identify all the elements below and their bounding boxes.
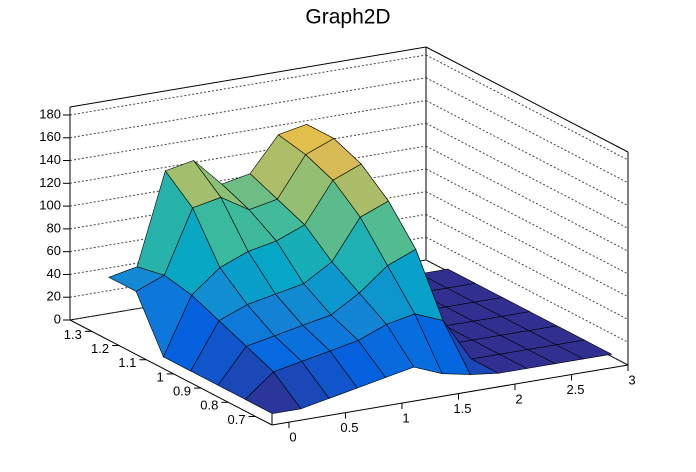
- z-tick-label: 40: [47, 266, 61, 281]
- grid-line: [425, 77, 629, 184]
- z-tick-label: 160: [39, 129, 61, 144]
- y-tick-label: 0.8: [200, 398, 218, 413]
- grid-line: [69, 122, 427, 184]
- frame-edge: [271, 364, 629, 426]
- x-tick-label: 2: [515, 391, 522, 406]
- grid-line: [425, 122, 629, 229]
- grid-line: [425, 100, 629, 206]
- z-tick-label: 100: [39, 198, 61, 213]
- grid-line: [69, 77, 427, 139]
- y-tick-label: 1.2: [91, 341, 109, 356]
- grid-line: [425, 236, 629, 343]
- z-tick-label: 80: [47, 220, 61, 235]
- z-tick-label: 0: [54, 311, 61, 326]
- y-tick-label: 0.7: [228, 412, 246, 427]
- grid-line: [425, 168, 629, 275]
- surface-cell: [244, 371, 302, 414]
- x-tick-label: 1: [402, 411, 409, 426]
- frame-edge: [425, 46, 629, 153]
- y-tick-label: 0.9: [173, 384, 191, 399]
- frame-edge: [69, 319, 273, 426]
- grid-line: [69, 54, 427, 116]
- x-tick-label: 3: [628, 372, 635, 387]
- z-tick-label: 120: [39, 175, 61, 190]
- z-tick-label: 60: [47, 243, 61, 258]
- chart-title: Graph2D: [305, 6, 390, 29]
- x-tick-label: 1.5: [453, 401, 471, 416]
- grid-line: [425, 145, 629, 252]
- y-tick-label: 1.1: [118, 355, 136, 370]
- grid-line: [69, 100, 427, 162]
- x-tick-label: 2.5: [566, 382, 584, 397]
- z-tick-label: 20: [47, 289, 61, 304]
- z-tick-label: 180: [39, 106, 61, 121]
- y-tick-label: 1.3: [64, 327, 82, 342]
- grid-line: [425, 213, 629, 320]
- z-tick-label: 140: [39, 152, 61, 167]
- x-tick-label: 0: [289, 430, 296, 445]
- grid-line: [425, 54, 629, 161]
- y-tick-label: 1: [156, 369, 163, 384]
- x-tick-label: 0.5: [340, 420, 358, 435]
- grid-line: [425, 191, 629, 298]
- frame-edge: [69, 46, 427, 108]
